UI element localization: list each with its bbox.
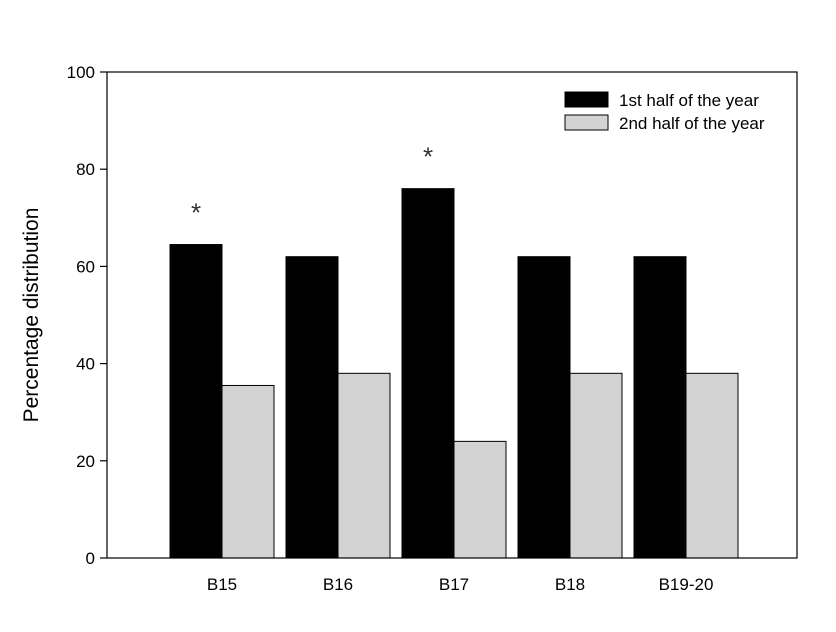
y-axis-title: Percentage distribution [20, 208, 43, 423]
y-tick-label: 40 [76, 355, 95, 374]
x-axis-tick-labels: B15 B16 B17 B18 B19-20 [207, 575, 714, 594]
bar-b17-series-1 [401, 188, 455, 559]
bar-b16-series-2 [337, 372, 391, 559]
legend-label-series-2: 2nd half of the year [619, 114, 765, 133]
y-tick-label: 80 [76, 160, 95, 179]
y-tick-label: 20 [76, 452, 95, 471]
y-tick-label: 60 [76, 257, 95, 276]
bar-b18-series-1 [517, 256, 571, 559]
x-tick-label: B18 [555, 575, 585, 594]
x-tick-label: B17 [439, 575, 469, 594]
legend-label-series-1: 1st half of the year [619, 91, 759, 110]
bars [169, 188, 739, 559]
y-axis-ticks: 0 20 40 60 80 100 [67, 63, 107, 568]
bar-b19-20-series-1 [633, 256, 687, 559]
significance-annotations: ** [191, 142, 433, 228]
y-tick-label: 0 [86, 549, 95, 568]
plot-frame [106, 71, 798, 559]
bar-b17-series-2 [453, 440, 507, 559]
y-tick-label: 100 [67, 63, 95, 82]
legend: 1st half of the year 2nd half of the year [564, 91, 765, 133]
x-tick-label: B16 [323, 575, 353, 594]
bar-b18-series-2 [569, 372, 623, 559]
x-tick-label: B19-20 [659, 575, 714, 594]
significance-asterisk: * [423, 142, 433, 172]
legend-swatch-series-1 [564, 91, 609, 108]
legend-swatch-series-2 [564, 114, 609, 131]
bar-b19-20-series-2 [685, 372, 739, 559]
bar-b15-series-1 [169, 244, 223, 559]
x-tick-label: B15 [207, 575, 237, 594]
bar-b15-series-2 [221, 384, 275, 559]
bar-b16-series-1 [285, 256, 339, 559]
significance-asterisk: * [191, 198, 201, 228]
